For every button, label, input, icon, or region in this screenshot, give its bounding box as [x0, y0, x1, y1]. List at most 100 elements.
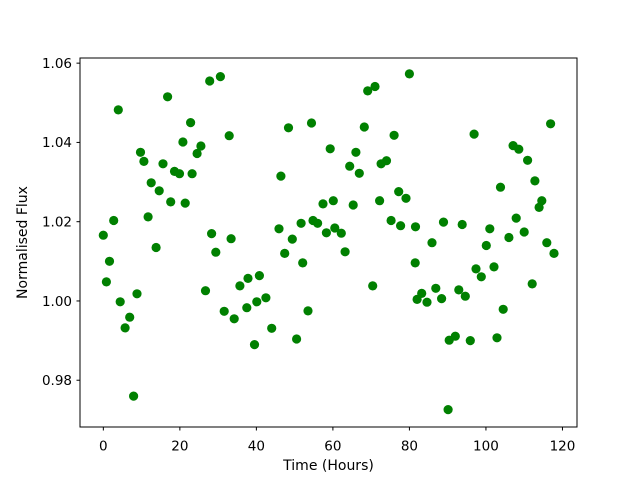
data-point — [296, 218, 306, 228]
data-point — [104, 256, 115, 266]
data-point — [215, 72, 225, 82]
data-point — [546, 119, 556, 129]
data-point — [243, 273, 253, 283]
data-point — [492, 333, 502, 343]
data-point — [125, 312, 135, 322]
data-point — [504, 232, 514, 243]
y-axis-label: Normalised Flux — [15, 186, 31, 299]
x-tick-label: 0 — [99, 439, 108, 455]
data-point — [280, 248, 290, 258]
data-point — [129, 391, 139, 401]
y-tick-label: 1.00 — [42, 294, 72, 310]
data-point — [166, 197, 176, 207]
data-point — [174, 169, 185, 179]
data-point — [495, 182, 506, 192]
data-point — [292, 334, 302, 344]
data-point — [113, 105, 123, 115]
x-tick-label: 100 — [473, 439, 499, 455]
data-point — [450, 331, 460, 341]
x-tick-label: 20 — [171, 439, 188, 455]
x-axis-label: Time (Hours) — [282, 458, 374, 474]
data-point — [261, 293, 271, 303]
data-point — [109, 215, 119, 226]
data-point — [254, 271, 264, 281]
data-point — [471, 264, 481, 274]
data-point — [283, 123, 294, 133]
data-point — [457, 219, 467, 230]
data-point — [431, 283, 441, 293]
data-point — [219, 306, 229, 316]
data-point — [345, 161, 355, 171]
data-point — [139, 156, 149, 166]
data-point — [187, 169, 197, 179]
data-point — [120, 323, 130, 333]
data-point — [143, 212, 153, 222]
x-tick-label: 60 — [324, 439, 341, 455]
data-point — [200, 286, 211, 296]
data-point — [186, 118, 196, 128]
data-point — [485, 224, 495, 234]
y-tick-label: 0.98 — [42, 373, 72, 389]
data-point — [368, 281, 378, 291]
data-point — [252, 297, 262, 307]
y-tick-label: 1.06 — [42, 56, 72, 72]
data-point — [235, 281, 245, 291]
data-point — [303, 306, 313, 316]
y-tick-label: 1.04 — [42, 135, 72, 151]
data-point — [437, 294, 447, 304]
data-point — [427, 238, 437, 248]
data-point — [249, 340, 260, 350]
data-point — [381, 156, 392, 166]
data-point — [375, 196, 385, 206]
data-point — [454, 285, 464, 295]
data-point — [330, 223, 340, 233]
data-point — [306, 118, 317, 128]
data-point — [325, 144, 335, 154]
data-point — [389, 130, 399, 140]
data-point — [224, 131, 234, 141]
data-point — [404, 69, 414, 79]
ticks-layer: 0 20 40 60 80 100 120 0.98 1.00 1.02 1.04 1.06 — [42, 56, 575, 455]
data-point — [481, 240, 491, 251]
data-point — [523, 155, 533, 165]
data-point — [348, 200, 358, 210]
data-point — [530, 176, 540, 186]
data-point — [410, 258, 420, 268]
data-point — [370, 81, 380, 92]
data-point — [321, 228, 331, 238]
data-point — [410, 222, 421, 232]
data-point — [192, 148, 202, 159]
data-point — [340, 247, 350, 257]
data-point — [276, 171, 286, 181]
data-point — [527, 279, 537, 289]
data-point — [205, 76, 215, 86]
data-point — [460, 291, 470, 301]
data-point — [313, 218, 323, 228]
data-point — [196, 141, 206, 151]
data-point — [298, 258, 308, 268]
data-point — [394, 187, 404, 197]
data-point — [163, 92, 173, 102]
data-point — [422, 297, 432, 307]
data-point — [135, 147, 146, 157]
data-point — [151, 242, 161, 253]
data-point — [267, 323, 277, 333]
data-point — [363, 86, 373, 96]
data-points-layer — [98, 69, 559, 415]
data-point — [146, 178, 156, 188]
data-point — [514, 144, 524, 154]
data-point — [158, 159, 168, 169]
data-point — [498, 304, 508, 314]
data-point — [132, 289, 142, 299]
data-point — [336, 228, 346, 238]
data-point — [537, 196, 547, 206]
data-point — [465, 336, 475, 346]
data-point — [101, 277, 111, 287]
data-point — [489, 262, 499, 272]
data-point — [211, 247, 221, 257]
data-point — [207, 229, 217, 239]
data-point — [519, 227, 529, 237]
data-point — [226, 234, 236, 244]
data-point — [417, 288, 427, 298]
